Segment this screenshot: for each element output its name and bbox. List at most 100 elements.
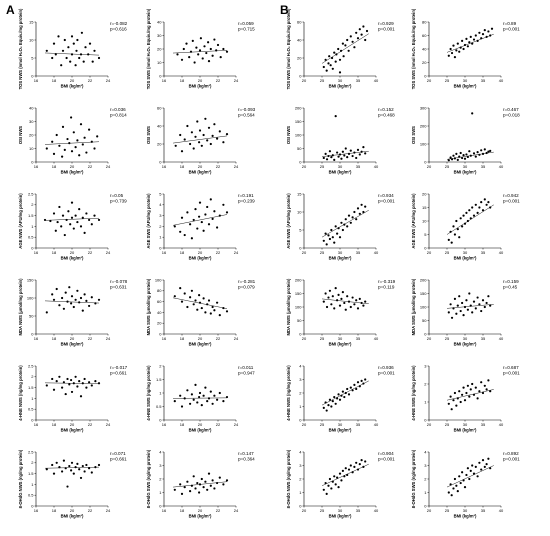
data-point	[79, 395, 83, 398]
data-point	[52, 298, 56, 301]
data-point	[61, 125, 65, 128]
data-point	[353, 303, 356, 306]
x-tick-label: 16	[162, 250, 167, 255]
data-point	[62, 381, 65, 384]
data-point	[459, 309, 462, 313]
data-point	[474, 307, 477, 310]
data-point	[327, 234, 330, 237]
data-point	[213, 123, 216, 126]
data-point	[329, 64, 332, 67]
data-point	[466, 308, 469, 311]
data-point	[337, 155, 340, 158]
y-tick-label: 0	[424, 503, 427, 508]
data-point	[190, 289, 193, 292]
data-point	[334, 402, 337, 405]
x-tick-label: 24	[234, 336, 239, 341]
data-point	[198, 395, 201, 399]
data-point	[447, 54, 450, 57]
data-point	[55, 380, 58, 383]
data-point	[66, 485, 69, 488]
data-point	[198, 301, 202, 304]
x-tick-label: 18	[180, 78, 185, 83]
data-point	[179, 230, 182, 233]
y-tick-label: 80	[157, 288, 162, 293]
stat-label: r=0.011	[238, 365, 254, 370]
stat-label: p=0.001	[378, 371, 395, 376]
data-point	[328, 237, 332, 241]
data-point	[453, 391, 457, 395]
y-tick-label: 50	[29, 313, 34, 318]
data-point	[344, 218, 347, 221]
data-point	[481, 209, 485, 212]
data-point	[330, 487, 333, 490]
data-point	[90, 471, 93, 474]
data-point	[200, 144, 203, 147]
x-tick-label: 24	[106, 164, 111, 169]
stat-label: r=0.05	[110, 193, 124, 198]
y-tick-label: 4	[299, 363, 302, 368]
data-point	[338, 153, 342, 156]
y-tick-label: 40	[422, 46, 427, 51]
data-point	[183, 138, 186, 141]
data-point	[449, 483, 452, 486]
x-tick-label: 24	[106, 422, 111, 427]
y-axis-label: TOS NWS (nmol H₂O₂ Equiv./mg protein)	[18, 8, 23, 89]
data-point	[346, 38, 349, 42]
data-point	[476, 296, 479, 299]
y-tick-label: 0.5	[28, 235, 34, 240]
data-point	[207, 472, 211, 475]
data-point	[211, 402, 214, 405]
data-point	[336, 397, 339, 400]
y-tick-label: 10	[29, 37, 34, 42]
trend-line	[44, 466, 100, 469]
x-tick-label: 35	[356, 336, 361, 341]
data-point	[338, 58, 342, 61]
x-axis-label: BMI (kg/m²)	[454, 84, 477, 89]
y-axis-label: 8-OHdG NWS (ng/mg protein)	[286, 449, 291, 508]
data-point	[472, 214, 476, 217]
y-tick-label: 60	[157, 299, 162, 304]
y-axis-label: 4-HNE NWS (ng/mg protein)	[286, 365, 291, 421]
data-point	[194, 299, 197, 302]
data-point	[453, 157, 457, 160]
data-point	[70, 150, 74, 153]
data-point	[462, 47, 465, 51]
data-point	[341, 469, 344, 472]
stat-label: r=0.147	[238, 451, 254, 456]
x-tick-label: 40	[374, 508, 379, 513]
data-point	[189, 142, 192, 146]
data-point	[447, 311, 450, 314]
data-point	[478, 303, 481, 306]
x-tick-label: 25	[320, 164, 325, 169]
stat-label: p=0.001	[503, 371, 520, 376]
stat-label: r=0.036	[110, 107, 126, 112]
data-point	[474, 34, 477, 37]
data-point	[209, 47, 212, 51]
data-point	[88, 467, 91, 470]
data-point	[343, 154, 346, 157]
data-point	[480, 381, 483, 384]
scatter-plot-a-5-2: 16 18 20 22 24 0 0.5 1 1.5 2 BMI (kg/m²) 4-HNE SWS …	[146, 363, 255, 432]
x-tick-label: 25	[320, 422, 325, 427]
data-point	[85, 299, 88, 302]
data-point	[64, 467, 67, 470]
y-tick-label: 150	[27, 277, 34, 282]
data-point	[180, 58, 184, 61]
data-point	[74, 375, 77, 378]
y-tick-label: 0	[159, 331, 162, 336]
data-point	[52, 388, 56, 391]
data-point	[360, 150, 363, 153]
data-point	[45, 49, 48, 52]
data-point	[327, 296, 330, 299]
x-tick-label: 35	[481, 422, 486, 427]
data-point	[209, 484, 212, 487]
data-point	[70, 302, 73, 305]
x-tick-label: 25	[445, 250, 450, 255]
data-point	[341, 390, 344, 393]
y-tick-label: 4	[424, 449, 427, 454]
x-tick-label: 18	[180, 250, 185, 255]
data-point	[447, 159, 450, 162]
data-point	[476, 39, 479, 43]
y-tick-label: 2.5	[28, 449, 34, 454]
